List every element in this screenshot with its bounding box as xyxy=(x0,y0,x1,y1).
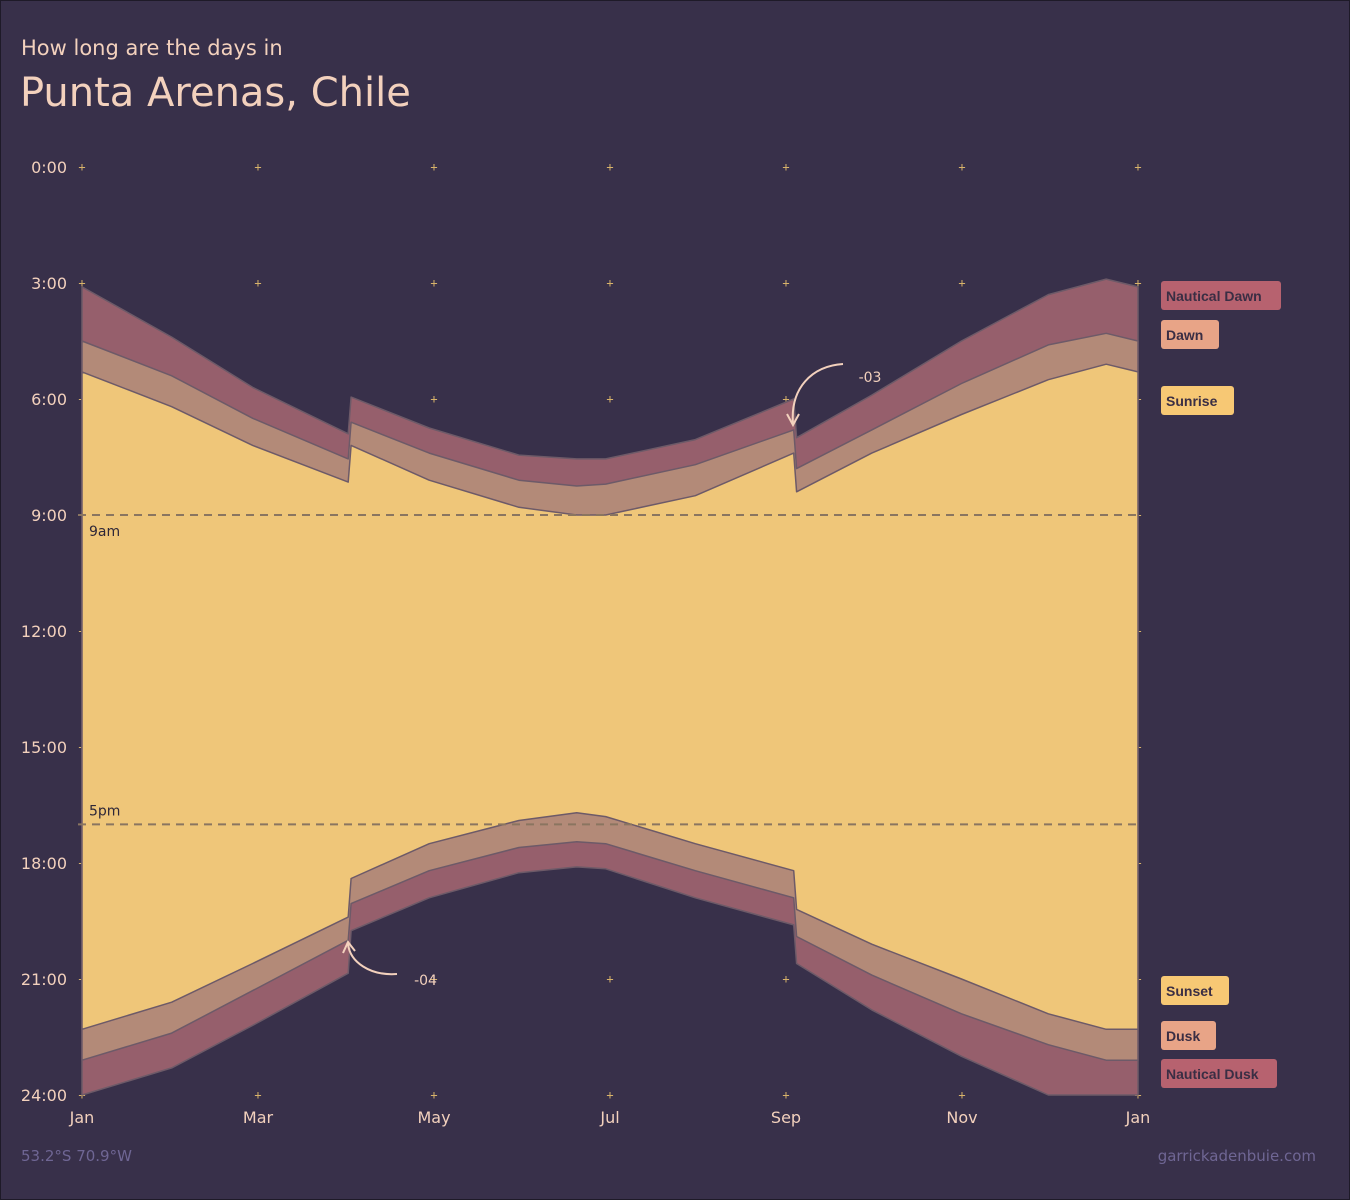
chart-subtitle: How long are the days in xyxy=(21,36,283,60)
legend-swatch-dawn xyxy=(1161,320,1219,349)
grid-cross: + xyxy=(1134,160,1141,174)
x-tick-label: Mar xyxy=(243,1108,274,1127)
annotation-arrowhead-04 xyxy=(342,940,356,954)
annotation-arrow-04 xyxy=(347,943,398,976)
grid-cross: + xyxy=(430,160,437,174)
grid-cross: + xyxy=(78,160,85,174)
grid-cross: + xyxy=(606,972,613,986)
grid-cross: + xyxy=(254,276,261,290)
y-tick-label: 18:00 xyxy=(21,854,67,873)
x-tick-label: Sep xyxy=(771,1108,801,1127)
x-tick-label: Jul xyxy=(599,1108,619,1127)
grid-cross: + xyxy=(958,276,965,290)
legend-swatch-nautical-dawn xyxy=(1161,281,1281,310)
grid-cross: + xyxy=(1134,276,1141,290)
x-tick-label: May xyxy=(417,1108,450,1127)
legend-label-nautical-dusk: Nautical Dusk xyxy=(1166,1066,1259,1082)
grid-cross: + xyxy=(430,972,437,986)
x-tick-label: Jan xyxy=(69,1108,95,1127)
y-tick-label: 0:00 xyxy=(31,158,67,177)
location-coordinates: 53.2°S 70.9°W xyxy=(21,1147,132,1165)
grid-cross: + xyxy=(782,1088,789,1102)
grid-cross: + xyxy=(782,276,789,290)
author-credit: garrickadenbuie.com xyxy=(1157,1147,1316,1165)
grid-cross: + xyxy=(430,276,437,290)
grid-cross: + xyxy=(606,160,613,174)
grid-cross: + xyxy=(430,392,437,406)
y-tick-label: 9:00 xyxy=(31,506,67,525)
y-tick-label: 6:00 xyxy=(31,390,67,409)
legend-label-dusk: Dusk xyxy=(1166,1028,1200,1044)
grid-cross: + xyxy=(782,972,789,986)
grid-cross: + xyxy=(958,160,965,174)
annotation-label-04: -04 xyxy=(414,973,437,989)
legend-swatch-sunrise xyxy=(1161,386,1234,415)
grid-cross: + xyxy=(958,1088,965,1102)
y-tick-label: 24:00 xyxy=(21,1086,67,1105)
legend-swatch-dusk xyxy=(1161,1021,1216,1050)
reference-label-5pm: 5pm xyxy=(89,803,120,819)
grid-cross: + xyxy=(606,392,613,406)
grid-cross: + xyxy=(606,1088,613,1102)
legend-label-nautical-dawn: Nautical Dawn xyxy=(1166,288,1262,304)
grid-cross: + xyxy=(430,1088,437,1102)
y-tick-label: 15:00 xyxy=(21,738,67,757)
chart-title: Punta Arenas, Chile xyxy=(20,70,411,116)
grid-cross: + xyxy=(782,392,789,406)
grid-cross: + xyxy=(254,160,261,174)
annotation-arrowhead-03 xyxy=(786,413,800,428)
daylight-band xyxy=(81,363,1139,1031)
y-tick-label: 12:00 xyxy=(21,622,67,641)
legend-label-sunset: Sunset xyxy=(1166,983,1213,999)
y-tick-label: 3:00 xyxy=(31,274,67,293)
annotation-arrow-03 xyxy=(791,363,844,425)
x-tick-label: Jan xyxy=(1125,1108,1151,1127)
x-tick-label: Nov xyxy=(946,1108,977,1127)
grid-cross: + xyxy=(782,160,789,174)
reference-label-9am: 9am xyxy=(89,524,120,540)
grid-cross: + xyxy=(606,276,613,290)
legend-label-sunrise: Sunrise xyxy=(1166,393,1218,409)
annotation-label-03: -03 xyxy=(859,370,882,386)
legend-swatch-nautical-dusk xyxy=(1161,1059,1277,1088)
legend-label-dawn: Dawn xyxy=(1166,327,1203,343)
grid-cross: + xyxy=(78,276,85,290)
grid-cross: + xyxy=(254,1088,261,1102)
y-tick-label: 21:00 xyxy=(21,970,67,989)
legend-swatch-sunset xyxy=(1161,976,1229,1005)
